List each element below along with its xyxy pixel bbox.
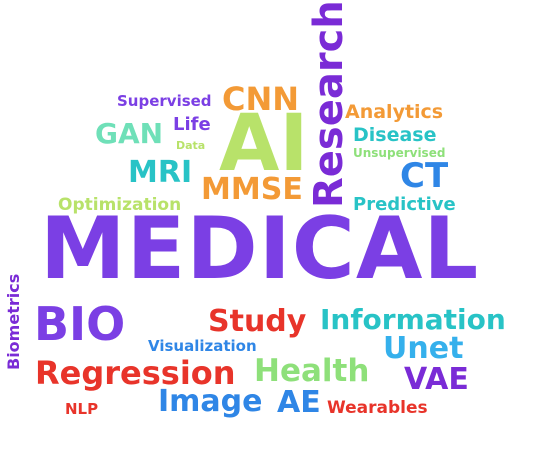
word-information: Information: [320, 303, 506, 336]
word-supervised: Supervised: [117, 92, 212, 110]
word-ct: CT: [400, 156, 449, 196]
word-disease: Disease: [353, 124, 437, 146]
word-regression: Regression: [35, 354, 236, 392]
word-bio: BIO: [34, 297, 126, 351]
word-medical: MEDICAL: [40, 199, 480, 299]
word-cnn: CNN: [222, 80, 300, 118]
word-wearables: Wearables: [327, 398, 428, 418]
word-biometrics: Biometrics: [4, 273, 23, 370]
word-mmse: MMSE: [201, 172, 303, 207]
word-analytics: Analytics: [345, 101, 444, 123]
word-vae: VAE: [404, 362, 469, 397]
word-image: Image: [158, 384, 263, 419]
word-nlp: NLP: [65, 400, 99, 418]
word-research: Research: [306, 0, 352, 208]
word-ai: AI: [219, 99, 309, 189]
word-gan: GAN: [95, 117, 164, 150]
word-data: Data: [176, 139, 206, 152]
word-predictive: Predictive: [353, 194, 456, 215]
word-unet: Unet: [383, 331, 464, 366]
word-optimization: Optimization: [58, 195, 182, 215]
word-ae: AE: [277, 385, 321, 420]
word-visualization: Visualization: [148, 337, 257, 355]
word-study: Study: [208, 304, 307, 339]
word-health: Health: [254, 353, 370, 389]
word-unsupervised: Unsupervised: [353, 146, 446, 160]
word-life: Life: [173, 114, 211, 135]
word-mri: MRI: [128, 155, 193, 190]
